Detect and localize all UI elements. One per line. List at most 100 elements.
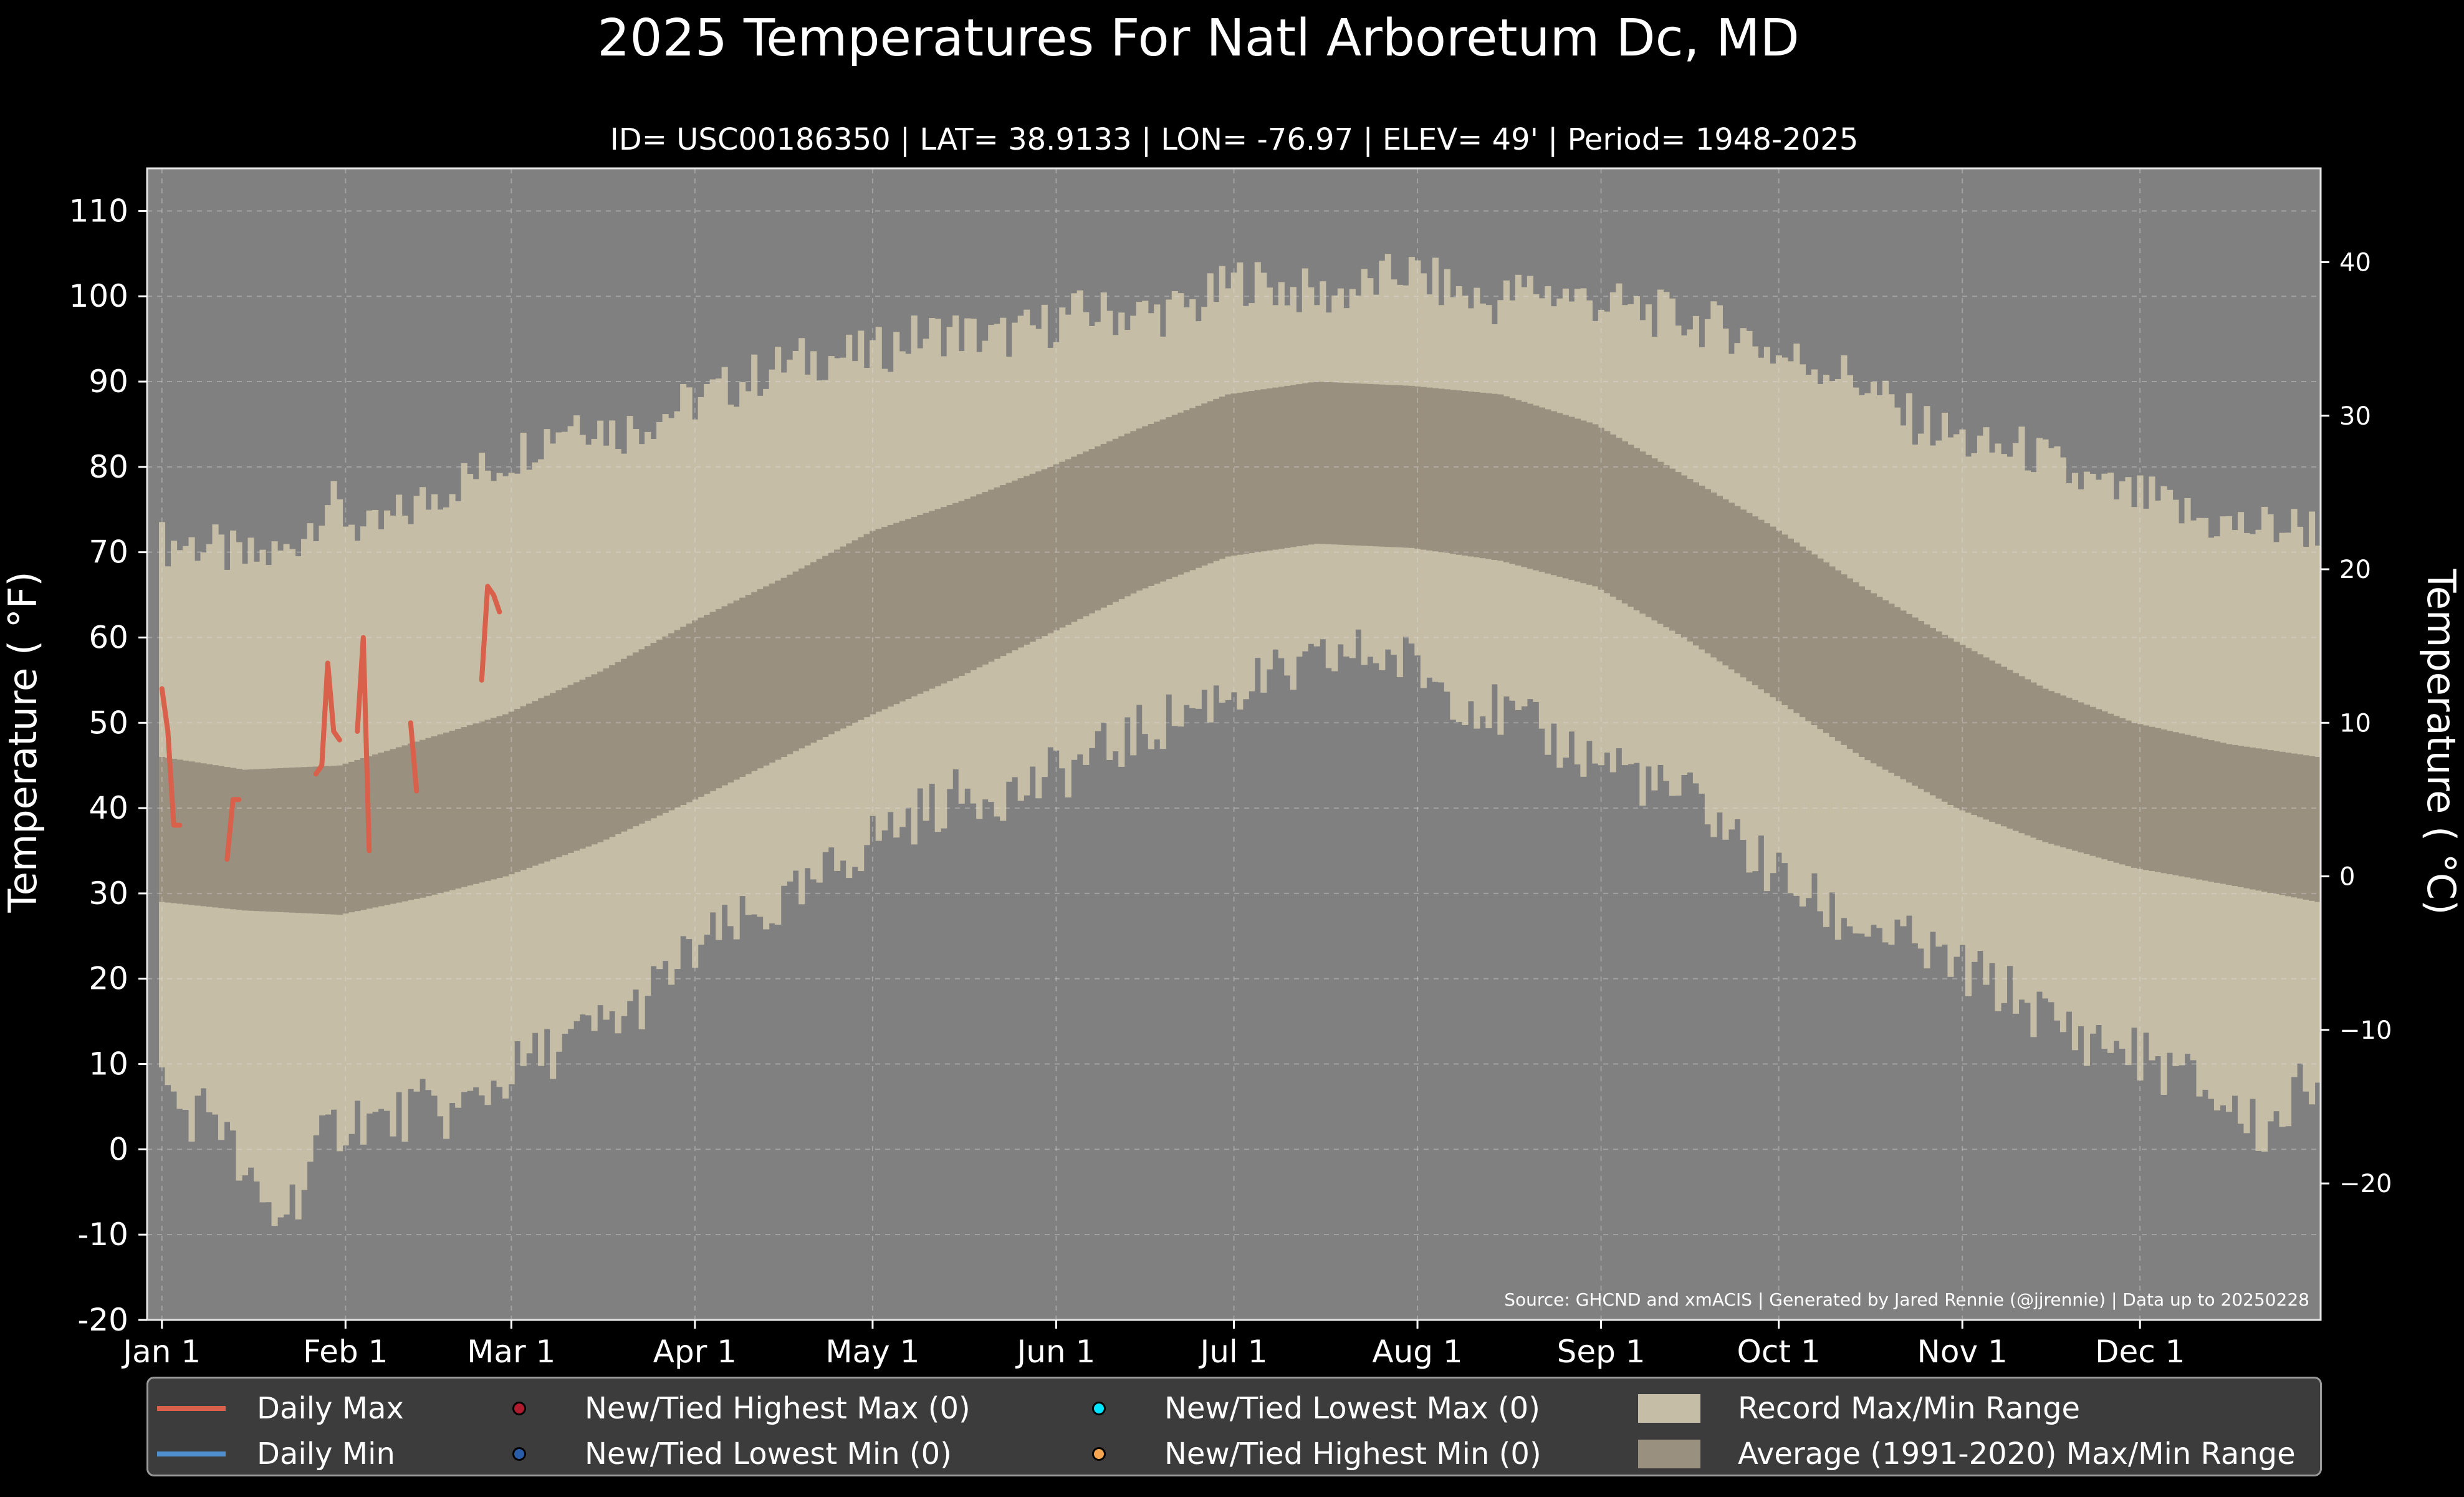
average-range-bar	[1882, 600, 1889, 770]
y-tick-label-left: 60	[89, 619, 128, 655]
average-range-bar	[1402, 385, 1409, 548]
average-range-bar	[2232, 744, 2238, 887]
average-range-bar	[609, 665, 616, 837]
x-tick-label: Jul 1	[1198, 1334, 1267, 1370]
average-range-bar	[716, 609, 722, 789]
average-range-bar	[1704, 489, 1711, 654]
average-range-bar	[934, 509, 941, 686]
x-tick-label: Oct 1	[1737, 1334, 1821, 1370]
average-range-bar	[1207, 401, 1214, 564]
y-tick-label-left: 30	[89, 875, 128, 912]
legend-item-new-high-max: New/Tied Highest Max (0)	[485, 1387, 971, 1430]
average-range-bar	[2000, 667, 2008, 827]
x-tick-label: Apr 1	[653, 1334, 737, 1370]
average-range-bar	[573, 682, 580, 851]
average-range-bar	[1041, 469, 1048, 637]
average-range-bar	[1313, 382, 1320, 544]
average-range-bar	[780, 577, 787, 758]
average-range-bar	[514, 709, 521, 872]
average-range-bar	[1959, 645, 1966, 811]
average-range-bar	[295, 767, 302, 913]
average-range-bar	[384, 751, 391, 905]
y-tick-label-left: 100	[69, 278, 128, 314]
average-range-bar	[662, 636, 669, 813]
average-range-bar	[2267, 750, 2274, 893]
average-range-bar	[1823, 562, 1829, 733]
average-range-bar	[1166, 417, 1172, 579]
average-range-bar	[266, 768, 272, 912]
average-range-bar	[2142, 725, 2150, 870]
average-range-bar	[1142, 426, 1149, 589]
average-range-bar	[1716, 496, 1723, 662]
average-range-bar	[1384, 385, 1391, 547]
average-range-bar	[2296, 754, 2304, 899]
average-range-bar	[1396, 385, 1403, 547]
average-range-bar	[1005, 483, 1012, 653]
average-range-bar	[2018, 676, 2025, 834]
average-range-bar	[1029, 473, 1036, 642]
average-range-bar	[2066, 698, 2073, 849]
average-range-bar	[413, 741, 420, 899]
average-range-bar	[484, 720, 491, 881]
average-range-bar	[769, 583, 775, 763]
average-range-bar	[2309, 756, 2316, 901]
average-range-bar	[923, 513, 929, 691]
average-range-bar	[1455, 390, 1462, 555]
average-range-bar	[1509, 398, 1516, 564]
chart-subtitle: ID= USC00186350 | LAT= 38.9133 | LON= -7…	[610, 122, 1859, 157]
average-range-bar	[1645, 455, 1652, 617]
x-tick-label: Jun 1	[1015, 1334, 1096, 1370]
legend-item-daily-min: Daily Min	[157, 1432, 395, 1476]
average-range-bar	[2107, 713, 2114, 861]
average-range-bar	[354, 759, 361, 912]
average-range-bar	[2303, 755, 2309, 900]
average-range-bar	[1556, 413, 1563, 577]
average-range-bar	[1272, 387, 1279, 550]
average-range-bar	[1995, 663, 2001, 824]
average-range-bar	[230, 768, 237, 910]
average-range-bar	[1337, 382, 1344, 545]
average-range-bar	[2261, 749, 2268, 892]
average-range-bar	[2172, 732, 2179, 875]
y-tick-label-right: 30	[2339, 402, 2371, 431]
average-range-bar	[2220, 743, 2227, 884]
average-range-bar	[958, 501, 965, 676]
average-range-bar	[194, 762, 201, 906]
average-range-bar	[1059, 461, 1066, 628]
average-range-bar	[1598, 427, 1604, 590]
average-range-bar	[2202, 738, 2209, 881]
y-tick-label-left: 40	[89, 790, 128, 826]
legend-label: Average (1991-2020) Max/Min Range	[1738, 1437, 2296, 1471]
average-range-bar	[1692, 482, 1699, 646]
average-range-bar	[881, 527, 888, 710]
legend-label: Daily Max	[257, 1391, 404, 1426]
average-range-bar	[1521, 402, 1528, 567]
average-range-bar	[1290, 385, 1297, 547]
average-range-bar	[1414, 386, 1421, 549]
average-range-bar	[1574, 418, 1581, 582]
average-range-bar	[2243, 746, 2250, 888]
average-range-bar	[911, 517, 918, 696]
average-range-bar	[1687, 479, 1694, 642]
average-range-bar	[964, 498, 971, 673]
average-range-bar	[372, 754, 379, 908]
average-range-bar	[1491, 393, 1498, 560]
average-range-bar	[1805, 550, 1812, 721]
legend-label: Daily Min	[257, 1437, 395, 1471]
average-range-bar	[1438, 388, 1445, 552]
average-range-bar	[1100, 443, 1107, 608]
x-tick-label: May 1	[825, 1334, 919, 1370]
average-range-bar	[508, 711, 515, 875]
average-range-bar	[1249, 391, 1255, 554]
average-range-bar	[751, 592, 758, 771]
average-range-bar	[1391, 385, 1397, 547]
average-range-bar	[1580, 420, 1587, 584]
average-range-bar	[1917, 620, 1925, 789]
average-range-bar	[1420, 387, 1427, 550]
average-range-bar	[1479, 392, 1486, 559]
average-range-bar	[887, 524, 894, 707]
x-tick-label: Jan 1	[121, 1334, 201, 1370]
y-tick-label-left: 0	[108, 1131, 128, 1167]
average-range-bar	[2284, 753, 2292, 897]
average-range-bar	[502, 714, 509, 877]
